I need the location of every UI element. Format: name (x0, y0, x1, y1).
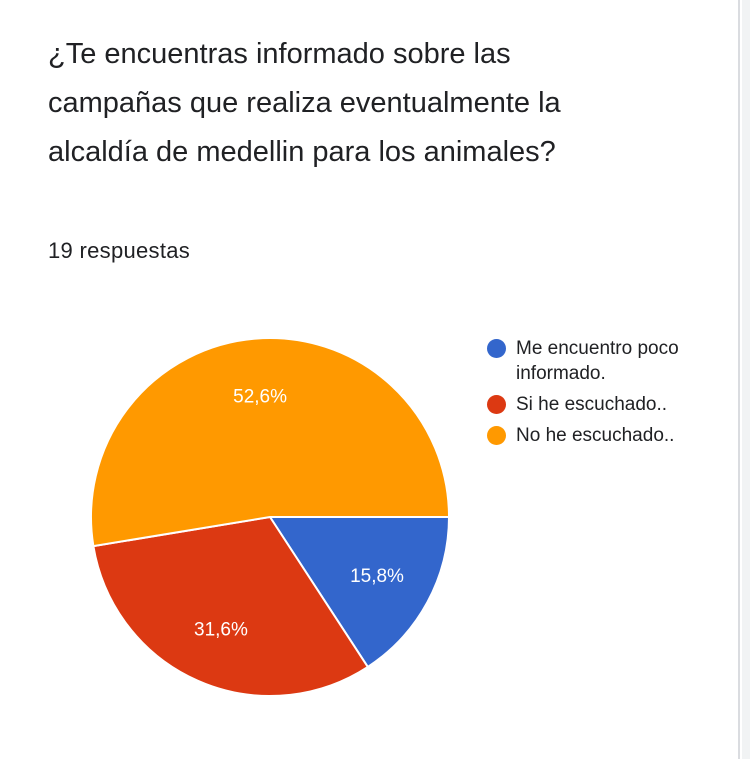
pie-slice-value-label: 52,6% (233, 387, 287, 408)
legend-swatch-blue (487, 339, 506, 358)
legend-item-poco-informado[interactable]: Me encuentro poco informado. (487, 336, 727, 386)
legend-label: Si he escuchado.. (516, 394, 668, 415)
legend-label: No he escuchado.. (516, 425, 675, 446)
pie-slice-no-he-escuchado[interactable] (90, 337, 451, 548)
response-count: 19 respuestas (48, 238, 191, 263)
legend-swatch-red (487, 395, 506, 414)
pie-slice-value-label: 31,6% (194, 619, 248, 640)
legend-swatch-orange (487, 426, 506, 445)
chart-legend: Me encuentro poco informado. Si he escuc… (487, 336, 727, 454)
legend-item-no-he-escuchado[interactable]: No he escuchado.. (487, 423, 727, 448)
scroll-edge (742, 0, 750, 759)
pie-slice-poco-informado[interactable] (268, 516, 451, 669)
question-title: ¿Te encuentras informado sobre las campa… (48, 38, 561, 168)
legend-label: Me encuentro poco informado. (516, 338, 679, 384)
pie-slice-value-label: 15,8% (350, 566, 404, 587)
pie-slice-labels: 15,8% 31,6% 52,6% (194, 387, 404, 641)
pie-slices (90, 337, 451, 697)
pie-slice-si-he-escuchado[interactable] (92, 515, 370, 697)
legend-item-si-he-escuchado[interactable]: Si he escuchado.. (487, 392, 727, 417)
